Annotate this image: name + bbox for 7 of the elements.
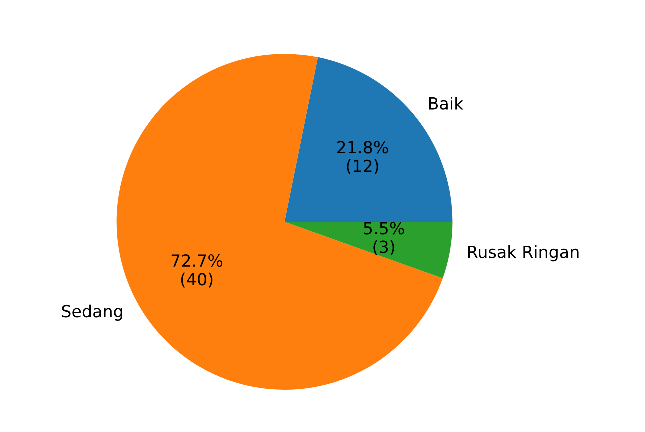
- data-label: 21.8% (12): [338, 141, 388, 174]
- slice-label: Sedang: [62, 304, 122, 321]
- data-label: 5.5% (3): [364, 222, 404, 256]
- pie-slice: [284, 222, 453, 278]
- data-label: 72.7% (40): [172, 254, 223, 288]
- slice-label: Rusak Ringan: [468, 245, 579, 262]
- slice-label: Baik: [429, 97, 464, 110]
